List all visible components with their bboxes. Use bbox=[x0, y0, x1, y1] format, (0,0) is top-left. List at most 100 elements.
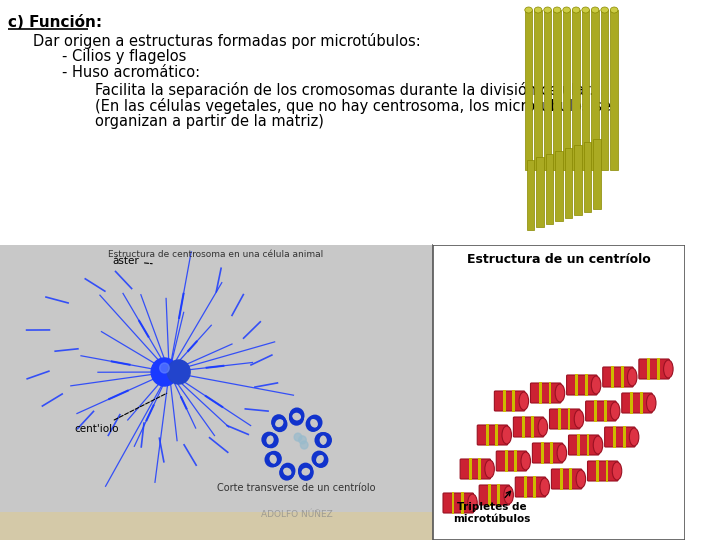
FancyBboxPatch shape bbox=[585, 401, 616, 421]
Bar bbox=[657, 358, 660, 380]
FancyBboxPatch shape bbox=[603, 367, 633, 387]
FancyBboxPatch shape bbox=[639, 359, 670, 379]
Bar bbox=[600, 10, 608, 170]
Bar bbox=[611, 10, 618, 170]
Ellipse shape bbox=[553, 7, 561, 13]
Text: c) Función:: c) Función: bbox=[8, 15, 102, 30]
Bar bbox=[549, 382, 552, 404]
Ellipse shape bbox=[519, 392, 528, 410]
Polygon shape bbox=[564, 148, 572, 218]
Bar bbox=[587, 434, 590, 456]
Circle shape bbox=[160, 363, 169, 373]
Bar bbox=[558, 408, 561, 430]
FancyBboxPatch shape bbox=[567, 375, 597, 395]
Polygon shape bbox=[536, 157, 544, 227]
Bar bbox=[611, 366, 614, 388]
Text: Dar origen a estructuras formadas por microtúbulos:: Dar origen a estructuras formadas por mi… bbox=[33, 33, 421, 49]
FancyBboxPatch shape bbox=[588, 461, 618, 481]
Bar bbox=[487, 484, 490, 506]
FancyBboxPatch shape bbox=[460, 459, 490, 479]
Polygon shape bbox=[527, 160, 534, 230]
Bar bbox=[575, 374, 578, 396]
Ellipse shape bbox=[555, 384, 564, 402]
Polygon shape bbox=[584, 142, 591, 212]
FancyBboxPatch shape bbox=[496, 451, 527, 471]
FancyBboxPatch shape bbox=[443, 493, 474, 513]
FancyBboxPatch shape bbox=[479, 485, 510, 505]
Ellipse shape bbox=[557, 444, 567, 462]
Bar bbox=[534, 10, 542, 170]
Bar bbox=[478, 458, 481, 480]
Bar bbox=[563, 10, 570, 170]
Ellipse shape bbox=[629, 428, 639, 446]
Ellipse shape bbox=[612, 462, 622, 480]
Ellipse shape bbox=[504, 486, 513, 504]
Ellipse shape bbox=[485, 460, 495, 478]
FancyBboxPatch shape bbox=[477, 425, 508, 445]
Text: cent'iolo: cent'iolo bbox=[74, 393, 167, 434]
Bar bbox=[513, 390, 516, 412]
Bar bbox=[525, 10, 532, 170]
FancyBboxPatch shape bbox=[622, 393, 652, 413]
Bar bbox=[451, 492, 454, 514]
Ellipse shape bbox=[591, 7, 599, 13]
FancyBboxPatch shape bbox=[531, 383, 561, 403]
Ellipse shape bbox=[538, 418, 548, 436]
Bar bbox=[647, 358, 650, 380]
Ellipse shape bbox=[664, 360, 673, 378]
Ellipse shape bbox=[627, 368, 637, 386]
Bar bbox=[495, 424, 498, 446]
Bar bbox=[577, 434, 580, 456]
Bar bbox=[469, 458, 472, 480]
Polygon shape bbox=[546, 154, 553, 224]
Bar bbox=[486, 424, 489, 446]
FancyBboxPatch shape bbox=[552, 469, 582, 489]
Bar bbox=[567, 408, 570, 430]
Polygon shape bbox=[575, 145, 582, 215]
Bar bbox=[433, 0, 685, 245]
Ellipse shape bbox=[540, 478, 549, 496]
Bar bbox=[585, 374, 588, 396]
Bar bbox=[591, 10, 599, 170]
Ellipse shape bbox=[563, 7, 570, 13]
FancyBboxPatch shape bbox=[513, 417, 544, 437]
Text: Estructura de un centríolo: Estructura de un centríolo bbox=[467, 253, 650, 266]
Text: Estructura de centrosoma en una célula animal: Estructura de centrosoma en una célula a… bbox=[108, 250, 323, 259]
Text: Tripletes de
microtúbulos: Tripletes de microtúbulos bbox=[453, 491, 530, 524]
Bar bbox=[531, 416, 534, 438]
Bar bbox=[640, 392, 643, 414]
Ellipse shape bbox=[525, 7, 532, 13]
Text: - Cilios y flagelos: - Cilios y flagelos bbox=[62, 49, 186, 64]
Bar bbox=[623, 426, 626, 448]
Circle shape bbox=[300, 441, 308, 449]
Bar bbox=[433, 245, 685, 540]
Ellipse shape bbox=[544, 7, 552, 13]
Ellipse shape bbox=[600, 7, 608, 13]
Bar bbox=[0, 512, 433, 540]
Polygon shape bbox=[593, 139, 600, 209]
Polygon shape bbox=[555, 151, 563, 221]
Bar bbox=[603, 400, 606, 422]
Bar bbox=[630, 392, 633, 414]
Ellipse shape bbox=[502, 426, 511, 444]
Ellipse shape bbox=[593, 436, 603, 454]
Text: - Huso acromático:: - Huso acromático: bbox=[62, 65, 200, 80]
FancyBboxPatch shape bbox=[569, 435, 599, 455]
Bar bbox=[560, 468, 563, 490]
FancyBboxPatch shape bbox=[516, 477, 546, 497]
Bar bbox=[551, 442, 553, 464]
Bar bbox=[505, 450, 508, 472]
Ellipse shape bbox=[534, 7, 542, 13]
Bar bbox=[544, 10, 552, 170]
Bar bbox=[522, 416, 525, 438]
Text: áster: áster bbox=[112, 256, 152, 266]
Bar bbox=[596, 460, 599, 482]
Ellipse shape bbox=[468, 494, 477, 512]
Ellipse shape bbox=[611, 402, 620, 420]
FancyBboxPatch shape bbox=[549, 409, 580, 429]
Ellipse shape bbox=[576, 470, 585, 488]
Bar bbox=[541, 442, 544, 464]
Circle shape bbox=[151, 358, 178, 386]
Circle shape bbox=[299, 436, 306, 444]
Ellipse shape bbox=[572, 7, 580, 13]
